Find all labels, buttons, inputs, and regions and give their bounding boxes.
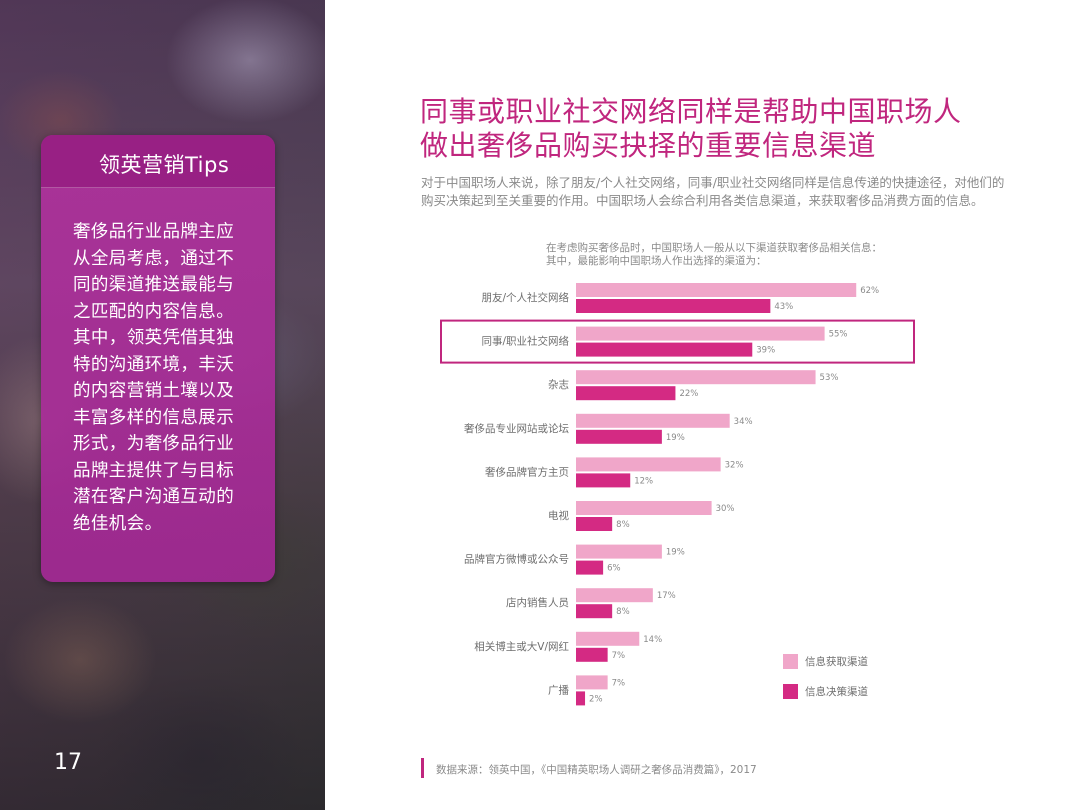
chart-note: 在考虑购买奢侈品时，中国职场人一般从以下渠道获取奢侈品相关信息： 其中，最能影响…: [546, 242, 906, 268]
bar: [576, 588, 653, 603]
page-title-line-1: 同事或职业社交网络同样是帮助中国职场人: [420, 95, 962, 128]
tips-card-header: 领英营销Tips: [41, 135, 275, 188]
legend-swatch: [783, 654, 798, 669]
bar: [576, 647, 608, 662]
data-label: 34%: [734, 417, 753, 427]
bar: [576, 631, 640, 646]
bar: [576, 429, 662, 444]
legend-label: 信息获取渠道: [805, 655, 868, 668]
category-label: 同事/职业社交网络: [481, 335, 569, 348]
data-label: 53%: [820, 373, 839, 383]
data-label: 32%: [725, 460, 744, 470]
data-label: 39%: [756, 346, 775, 356]
data-label: 62%: [860, 286, 879, 296]
bar: [576, 691, 586, 706]
bar: [576, 560, 604, 575]
description-text: 对于中国职场人来说，除了朋友/个人社交网络，同事/职业社交网络同样是信息传递的快…: [421, 175, 1005, 208]
data-label: 22%: [679, 389, 698, 399]
data-label: 43%: [774, 302, 793, 312]
category-label: 杂志: [548, 378, 569, 391]
data-label: 12%: [634, 476, 653, 486]
tips-text: 奢侈品行业品牌主应从全局考虑，通过不同的渠道推送最能与之匹配的内容信息。其中，领…: [73, 222, 235, 534]
data-label: 30%: [716, 504, 735, 514]
tips-title: 领英营销Tips: [99, 153, 230, 177]
bar: [576, 386, 676, 401]
bar: [576, 370, 816, 385]
bar: [576, 675, 608, 690]
data-label: 19%: [666, 548, 685, 558]
legend-swatch: [783, 684, 798, 699]
category-label: 奢侈品专业网站或论坛: [464, 422, 569, 435]
tips-card: 领英营销Tips 奢侈品行业品牌主应从全局考虑，通过不同的渠道推送最能与之匹配的…: [41, 135, 275, 582]
category-label: 店内销售人员: [506, 596, 569, 609]
data-label: 55%: [829, 330, 848, 340]
bar: [576, 473, 631, 488]
page-title-line-2: 做出奢侈品购买抉择的重要信息渠道: [420, 129, 877, 162]
bar: [576, 544, 662, 559]
page-number: 17: [54, 750, 82, 775]
category-label: 相关博主或大V/网红: [474, 640, 569, 653]
footer-accent-bar: [421, 758, 424, 778]
data-label: 7%: [612, 651, 626, 661]
data-label: 6%: [607, 564, 621, 574]
chart-note-line-1: 在考虑购买奢侈品时，中国职场人一般从以下渠道获取奢侈品相关信息：: [546, 242, 882, 254]
data-label: 8%: [616, 520, 630, 530]
category-label: 品牌官方微博或公众号: [464, 553, 569, 566]
chart-note-line-2: 其中，最能影响中国职场人作出选择的渠道为：: [546, 255, 767, 267]
bar: [576, 413, 730, 428]
bar: [576, 604, 613, 619]
data-label: 14%: [643, 635, 662, 645]
bar: [576, 283, 857, 297]
page-title: 同事或职业社交网络同样是帮助中国职场人 做出奢侈品购买抉择的重要信息渠道: [420, 95, 1020, 163]
bar: [576, 299, 771, 313]
category-label: 朋友/个人社交网络: [481, 291, 569, 304]
legend-label: 信息决策渠道: [805, 685, 868, 698]
data-label: 2%: [589, 694, 603, 704]
category-label: 奢侈品牌官方主页: [485, 465, 569, 478]
data-label: 8%: [616, 607, 630, 617]
bar: [576, 501, 712, 515]
bar: [576, 517, 613, 531]
data-label: 17%: [657, 591, 676, 601]
bar: [576, 457, 721, 472]
bar: [576, 342, 753, 357]
bar: [576, 326, 825, 341]
data-label: 19%: [666, 433, 685, 443]
category-label: 广播: [548, 683, 569, 696]
highlight-box: [440, 319, 915, 364]
source-note: 数据来源：领英中国，《中国精英职场人调研之奢侈品消费篇》，2017: [436, 764, 757, 776]
data-label: 7%: [612, 678, 626, 688]
category-label: 电视: [548, 509, 569, 522]
